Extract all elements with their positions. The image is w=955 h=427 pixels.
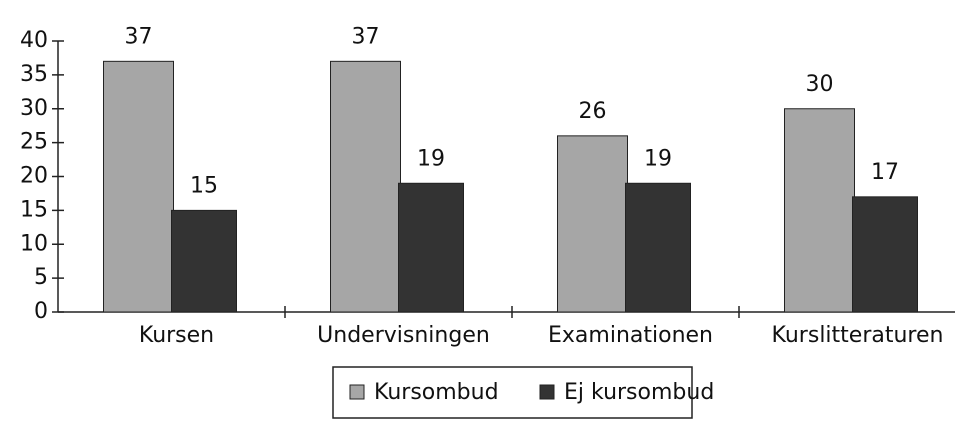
bar xyxy=(398,182,464,313)
x-tick-label: Kursen xyxy=(139,323,214,348)
x-tick-label: Kurslitteraturen xyxy=(772,323,944,348)
legend-label: Kursombud xyxy=(374,380,499,405)
legend-label: Ej kursombud xyxy=(564,380,714,405)
value-label: 15 xyxy=(190,173,218,198)
value-label: 37 xyxy=(125,24,153,49)
bar xyxy=(171,209,237,313)
y-tick-label: 5 xyxy=(34,265,48,290)
bar xyxy=(784,108,855,313)
y-tick-label: 0 xyxy=(34,299,48,324)
legend-swatch xyxy=(539,384,555,400)
x-tick-label: Undervisningen xyxy=(317,323,490,348)
bar xyxy=(852,196,918,313)
y-tick-label: 15 xyxy=(20,197,48,222)
bar xyxy=(330,60,401,313)
bar xyxy=(103,60,174,313)
value-label: 17 xyxy=(871,160,899,185)
y-tick-label: 20 xyxy=(20,164,48,189)
x-tick-label: Examinationen xyxy=(548,323,713,348)
y-tick-label: 40 xyxy=(20,28,48,53)
y-tick-label: 10 xyxy=(20,231,48,256)
value-label: 37 xyxy=(352,24,380,49)
value-label: 19 xyxy=(417,146,445,171)
legend-swatch xyxy=(349,384,365,400)
y-tick-label: 25 xyxy=(20,130,48,155)
value-label: 30 xyxy=(806,72,834,97)
bar xyxy=(625,182,691,313)
y-tick-label: 35 xyxy=(20,62,48,87)
bar xyxy=(557,135,628,313)
value-label: 26 xyxy=(579,99,607,124)
y-tick-label: 30 xyxy=(20,96,48,121)
legend-box xyxy=(332,366,693,419)
value-label: 19 xyxy=(644,146,672,171)
